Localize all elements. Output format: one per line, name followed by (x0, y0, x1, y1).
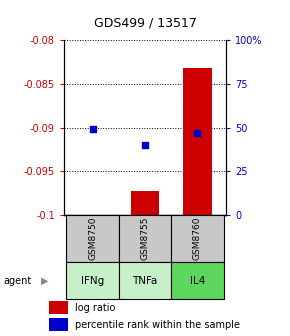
Point (195, 130, 200, 136)
Bar (119, 215, 171, 262)
Text: GDS499 / 13517: GDS499 / 13517 (94, 17, 196, 30)
Bar (171, 215, 224, 262)
Bar (66, 262, 119, 299)
Point (90, 127, 95, 132)
Text: percentile rank within the sample: percentile rank within the sample (75, 320, 240, 330)
Text: TNFa: TNFa (132, 276, 158, 286)
Text: GSM8760: GSM8760 (193, 217, 202, 260)
Text: IL4: IL4 (190, 276, 205, 286)
Text: agent: agent (3, 276, 31, 286)
Text: IFNg: IFNg (81, 276, 104, 286)
Bar (49, 301, 68, 314)
Bar (171, 262, 224, 299)
Bar (183, 68, 212, 215)
Bar (66, 215, 119, 262)
Text: log ratio: log ratio (75, 303, 116, 313)
Bar (130, 191, 160, 215)
Text: GSM8755: GSM8755 (140, 217, 150, 260)
Text: GSM8750: GSM8750 (88, 217, 97, 260)
Bar (78, 215, 107, 217)
Point (143, 142, 147, 148)
Bar (49, 318, 68, 331)
Bar (119, 262, 171, 299)
Text: ▶: ▶ (41, 276, 48, 286)
